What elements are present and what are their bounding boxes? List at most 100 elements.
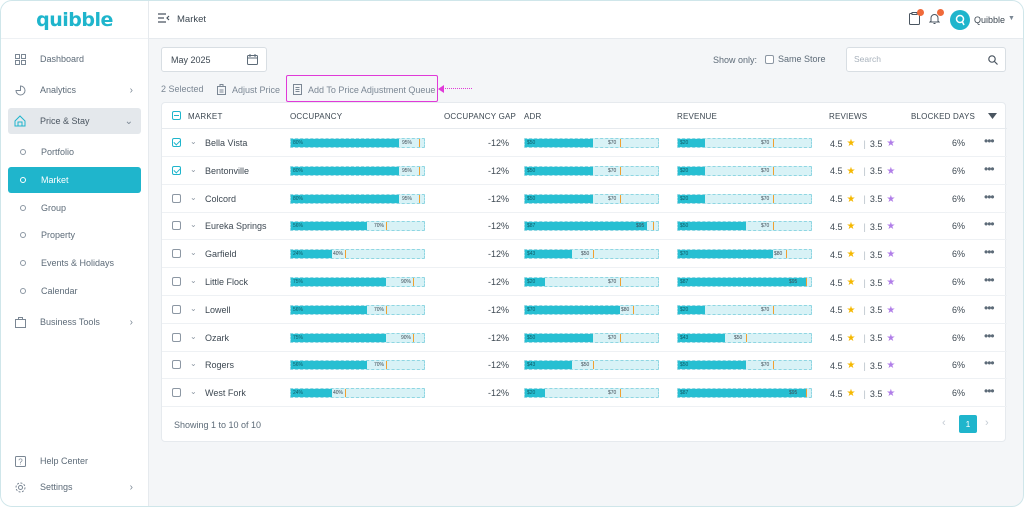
table-row[interactable]: ⌄ Little Flock 75% 90% -12% $20 $70 $87 … [162,268,1007,296]
date-picker[interactable]: May 2025 [161,47,267,72]
more-options-icon[interactable]: ••• [984,300,995,315]
search-icon[interactable] [988,55,998,65]
more-options-icon[interactable]: ••• [984,134,995,148]
sidebar-item-price-stay[interactable]: Price & Stay ⌄ [8,108,141,134]
occ-bar: 24% 40% [290,388,425,399]
table-row[interactable]: ⌄ Ozark 75% 90% -12% $50 $70 $43 $50 [162,324,1007,352]
select-all-checkbox[interactable] [172,111,181,120]
sidebar-item-property[interactable]: Property [8,222,141,248]
row-checkbox[interactable] [172,388,181,398]
bell-icon[interactable] [928,9,944,27]
avatar[interactable] [950,10,970,30]
row-checkbox[interactable] [172,221,181,231]
table-row[interactable]: ⌄ Garfield 24% 40% -12% $43 $50 $70 $80 [162,240,1007,269]
col-occupancy-gap[interactable]: OCCUPANCY GAP [444,112,517,121]
sidebar-item-dashboard[interactable]: Dashboard [8,46,141,72]
expand-chevron-icon[interactable]: ⌄ [190,164,197,174]
more-options-icon[interactable]: ••• [984,384,995,399]
sidebar-item-help-center[interactable]: ? Help Center [8,448,141,474]
sidebar-item-calendar[interactable]: Calendar [8,278,141,304]
sidebar-item-settings[interactable]: Settings › [8,474,141,500]
prev-page-icon[interactable]: ‹ [942,417,946,429]
market-name[interactable]: Colcord [205,193,237,204]
row-checkbox[interactable] [172,193,181,203]
row-checkbox[interactable] [172,304,181,314]
chevron-down-icon[interactable]: ▼ [1008,15,1015,22]
expand-chevron-icon[interactable]: ⌄ [190,192,197,202]
analytics-icon [14,84,26,96]
market-name[interactable]: Lowell [205,304,231,315]
add-to-queue-button[interactable]: Add To Price Adjustment Queue [293,84,435,95]
expand-chevron-icon[interactable]: ⌄ [190,137,197,146]
row-checkbox[interactable] [172,249,181,259]
blocked-days: 6% [952,249,966,260]
expand-chevron-icon[interactable]: ⌄ [190,220,197,230]
col-revenue[interactable]: REVENUE [677,112,718,121]
market-name[interactable]: Bella Vista [205,138,248,148]
market-name[interactable]: Rogers [205,360,235,371]
more-options-icon[interactable]: ••• [984,273,995,287]
table-row[interactable]: ⌄ Colcord 80% 95% -12% $50 $70 $20 $70 [162,185,1007,213]
more-options-icon[interactable]: ••• [984,328,995,343]
row-checkbox[interactable] [172,165,181,175]
expand-chevron-icon[interactable]: ⌄ [190,331,197,341]
table-row[interactable]: ⌄ West Fork 24% 40% -12% $20 $70 $87 $95 [162,379,1007,408]
col-occupancy[interactable]: OCCUPANCY [290,112,343,121]
page-button[interactable]: 1 [959,415,977,433]
more-options-icon[interactable]: ••• [984,356,995,371]
more-options-icon[interactable]: ••• [984,217,995,232]
market-name[interactable]: Eureka Springs [205,221,267,232]
sidebar-item-market[interactable]: Market [8,167,141,193]
market-name[interactable]: Bentonville [205,165,250,176]
sidebar-item-group[interactable]: Group [8,195,141,221]
clipboard-icon[interactable] [909,9,924,27]
column-menu-icon[interactable] [988,113,997,119]
adjust-price-button[interactable]: Adjust Price [217,84,280,95]
table-row[interactable]: ⌄ Rogers 56% 70% -12% $43 $50 $50 $70 [162,351,1007,380]
rev-bar: $50 $70 [677,221,812,232]
expand-chevron-icon[interactable]: ⌄ [190,359,197,369]
row-checkbox[interactable] [172,277,181,286]
row-checkbox[interactable] [172,360,181,370]
adr-current-label: $50 [527,195,536,202]
market-name[interactable]: West Fork [205,388,246,399]
rev-target-marker [806,278,807,286]
sidebar-item-business-tools[interactable]: Business Tools › [8,309,141,335]
market-name[interactable]: Garfield [205,249,237,260]
expand-chevron-icon[interactable]: ⌄ [190,248,197,258]
more-options-icon[interactable]: ••• [984,189,995,204]
col-market[interactable]: MARKET [188,112,223,121]
table-row[interactable]: ⌄ Bentonville 80% 95% -12% $50 $70 $20 $… [162,157,1007,185]
rev-bar-fill [678,250,773,259]
row-checkbox[interactable] [172,332,181,342]
market-table: MARKET OCCUPANCY OCCUPANCY GAP ADR REVEN… [161,102,1007,442]
search-input[interactable] [854,54,984,64]
rev-target-label: $80 [774,251,783,258]
user-name[interactable]: Quibble [974,15,1006,25]
same-store-checkbox[interactable]: Same Store [765,54,826,64]
table-row[interactable]: ⌄ Bella Vista 80% 95% -12% $50 $70 $20 $… [162,129,1007,157]
expand-chevron-icon[interactable]: ⌄ [190,303,197,313]
sidebar-item-events-holidays[interactable]: Events & Holidays [8,250,141,276]
next-page-icon[interactable]: › [985,417,989,429]
adr-target-label: $70 [608,279,617,285]
menu-collapse-icon[interactable] [158,13,170,25]
col-reviews[interactable]: REVIEWS [829,112,868,121]
logo[interactable]: quibble [1,1,148,39]
expand-chevron-icon[interactable]: ⌄ [190,387,197,397]
expand-chevron-icon[interactable]: ⌄ [190,276,197,285]
more-options-icon[interactable]: ••• [984,245,995,260]
sidebar-item-analytics[interactable]: Analytics › [8,77,141,103]
sidebar-item-portfolio[interactable]: Portfolio [8,139,141,165]
table-row[interactable]: ⌄ Lowell 56% 70% -12% $70 $80 $20 $70 [162,296,1007,324]
col-blocked-days[interactable]: BLOCKED DAYS [911,112,976,121]
checkbox[interactable] [765,54,774,64]
market-name[interactable]: Ozark [205,332,230,343]
occ-target-label: 95% [402,140,413,146]
market-name[interactable]: Little Flock [205,277,249,287]
col-adr[interactable]: ADR [524,112,542,121]
row-checkbox[interactable] [172,138,181,147]
table-row[interactable]: ⌄ Eureka Springs 56% 70% -12% $87 $95 $5… [162,212,1007,241]
more-options-icon[interactable]: ••• [984,161,995,176]
